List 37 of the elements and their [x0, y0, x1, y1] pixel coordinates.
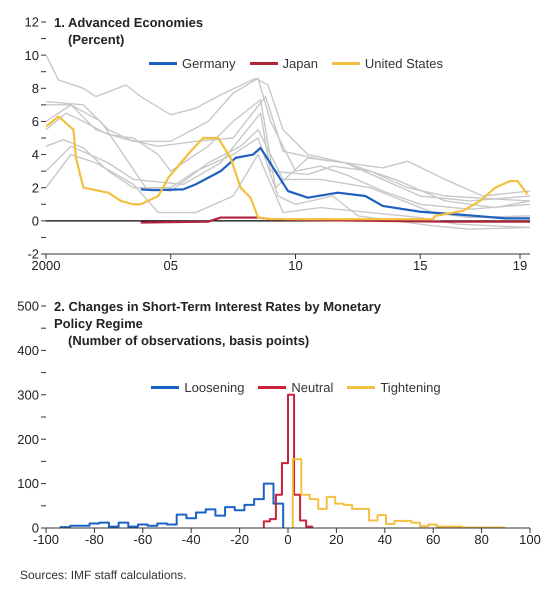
legend-label: Japan	[282, 56, 318, 71]
x-tick-label: -20	[230, 532, 249, 548]
y-tick-label: 200	[17, 432, 39, 447]
y-tick-label: 2	[32, 180, 39, 196]
y-tick-label: 6	[32, 114, 39, 130]
x-tick-label: 10	[288, 258, 303, 274]
y-tick-label: 500	[17, 298, 39, 314]
x-tick-label: -80	[85, 532, 104, 548]
x-tick-label: 20	[329, 532, 344, 548]
y-tick-label: 12	[24, 14, 39, 30]
x-tick-label: 05	[164, 258, 178, 274]
y-tick-label: 400	[17, 343, 39, 358]
legend-label: Germany	[182, 56, 236, 71]
y-tick-label: 300	[17, 387, 39, 402]
x-tick-label: 80	[474, 532, 489, 548]
text: (Percent)	[67, 31, 126, 48]
x-tick-label: 60	[426, 532, 440, 548]
text: (Number of observations, basis points)	[67, 332, 310, 349]
y-tick-label: 4	[32, 147, 39, 162]
x-tick-label: 0	[284, 532, 292, 548]
x-tick-label: 15	[412, 258, 428, 274]
x-tick-label: -40	[182, 532, 201, 548]
legend-label: United States	[364, 56, 443, 71]
y-tick-label: 10	[24, 48, 39, 63]
x-tick-label: -60	[133, 532, 152, 548]
x-tick-label: 40	[378, 532, 392, 548]
chart-title: 1. Advanced Economies	[54, 14, 204, 31]
legend-label: Neutral	[291, 380, 334, 395]
legend-label: Tightening	[380, 380, 441, 395]
y-tick-label: 8	[32, 80, 39, 96]
x-tick-label: 100	[519, 532, 541, 548]
chart-title: 2. Changes in Short-Term Interest Rates by Monetary Policy Regime	[54, 298, 382, 332]
x-tick-label: 19	[512, 258, 528, 274]
legend-label: Loosening	[184, 380, 244, 395]
y-tick-label: 0	[32, 213, 39, 228]
source-note: Sources: IMF staff calculations.	[20, 568, 187, 582]
y-tick-label: 100	[17, 476, 39, 492]
